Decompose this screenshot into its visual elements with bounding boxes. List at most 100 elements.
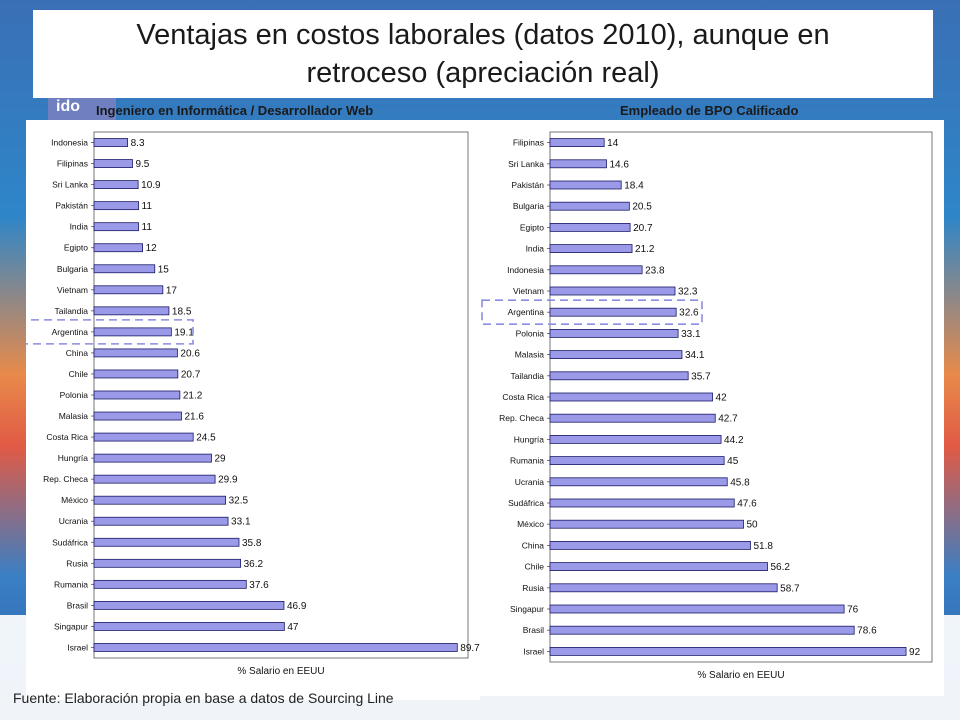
category-label: Egipto	[520, 222, 544, 232]
bar	[93, 600, 285, 610]
value-label: 21.2	[183, 391, 203, 402]
value-label: 29	[214, 454, 226, 465]
category-label: Malasia	[59, 411, 89, 421]
chart2-svg: Filipinas 14 Sri Lanka 14.6 Pakistán 18.4 Bulg…	[481, 131, 933, 681]
value-label: 18.4	[624, 181, 644, 192]
bar	[549, 434, 722, 444]
bar	[549, 286, 676, 296]
bar	[93, 579, 247, 589]
value-label: 32.5	[229, 496, 249, 507]
value-label: 42.7	[718, 414, 738, 425]
value-label: 34.1	[685, 350, 705, 361]
category-label: Egipto	[64, 243, 88, 253]
category-label: Ucrania	[59, 516, 89, 526]
category-label: Tailandia	[510, 371, 544, 381]
category-label: Rusia	[66, 558, 88, 568]
category-label: Bulgaria	[57, 264, 88, 274]
category-label: Sudáfrica	[508, 498, 544, 508]
bar	[93, 369, 179, 379]
value-label: 20.6	[180, 348, 200, 359]
logo: ido	[48, 98, 116, 120]
category-label: Chile	[525, 562, 545, 572]
bar	[93, 495, 227, 505]
value-label: 78.6	[857, 626, 877, 637]
category-label: México	[517, 519, 544, 529]
value-label: 50	[747, 520, 759, 531]
category-label: Brasil	[523, 625, 544, 635]
bar	[93, 537, 240, 547]
bar	[549, 371, 689, 381]
bar	[93, 474, 216, 484]
value-label: 35.7	[691, 371, 711, 382]
value-label: 20.7	[633, 223, 653, 234]
value-label: 45	[727, 456, 739, 467]
category-label: Argentina	[508, 307, 545, 317]
value-label: 23.8	[645, 265, 665, 276]
bar	[549, 647, 907, 656]
bar	[549, 456, 725, 466]
category-label: Israel	[67, 642, 88, 652]
category-label: Sri Lanka	[508, 159, 544, 169]
x-axis-label: % Salario en EEUU	[237, 666, 324, 677]
category-label: India	[526, 244, 545, 254]
value-label: 56.2	[770, 562, 790, 573]
value-label: 9.5	[135, 159, 149, 170]
category-label: Argentina	[52, 327, 89, 337]
category-label: Rusia	[522, 583, 544, 593]
value-label: 42	[716, 393, 728, 404]
bar	[93, 306, 170, 316]
bar	[93, 622, 285, 631]
category-label: Pakistán	[511, 180, 544, 190]
category-label: México	[61, 495, 88, 505]
title-box: Ventajas en costos laborales (datos 2010…	[33, 10, 933, 98]
value-label: 29.9	[218, 475, 238, 486]
bar	[549, 583, 778, 593]
bar	[549, 180, 622, 190]
value-label: 14.6	[610, 159, 630, 170]
chart1-svg: Indonesia 8.3 Filipinas 9.5 Sri Lanka 10.9 Pak…	[17, 131, 480, 677]
value-label: 46.9	[287, 601, 307, 612]
value-label: 44.2	[724, 435, 744, 446]
category-label: Bulgaria	[513, 201, 544, 211]
bar	[549, 265, 643, 275]
bar	[93, 348, 178, 358]
value-label: 21.2	[635, 244, 655, 255]
value-label: 8.3	[131, 138, 145, 149]
category-label: Chile	[69, 369, 89, 379]
value-label: 47.6	[737, 499, 757, 510]
value-label: 20.5	[632, 202, 652, 213]
category-label: Rumania	[54, 579, 88, 589]
value-label: 14	[607, 138, 619, 149]
bar	[93, 411, 182, 421]
value-label: 24.5	[196, 433, 216, 444]
category-label: Costa Rica	[46, 432, 88, 442]
value-label: 32.3	[678, 287, 698, 298]
bar	[93, 222, 139, 232]
value-label: 37.6	[249, 580, 269, 591]
value-label: 36.2	[244, 559, 264, 570]
chart2-panel: Filipinas 14 Sri Lanka 14.6 Pakistán 18.4 Bulg…	[480, 120, 944, 696]
chart1-panel: Indonesia 8.3 Filipinas 9.5 Sri Lanka 10.9 Pak…	[17, 120, 480, 700]
category-label: Hungría	[58, 453, 89, 463]
category-label: Costa Rica	[502, 392, 544, 402]
category-label: Malasia	[515, 350, 545, 360]
bar	[549, 350, 683, 360]
bar	[549, 477, 728, 487]
value-label: 21.6	[184, 412, 204, 423]
bar	[93, 516, 229, 526]
value-label: 58.7	[780, 583, 800, 594]
value-label: 18.5	[172, 306, 192, 317]
value-label: 11	[142, 201, 153, 212]
bar	[549, 413, 716, 423]
value-label: 15	[158, 264, 170, 275]
category-label: India	[70, 222, 89, 232]
category-label: Rep. Checa	[43, 474, 88, 484]
value-label: 45.8	[730, 477, 750, 488]
category-label: Rumania	[510, 456, 544, 466]
category-label: Singapur	[54, 621, 88, 631]
value-label: 35.8	[242, 538, 262, 549]
highlight-box	[481, 299, 703, 325]
bar	[549, 519, 744, 529]
value-label: 92	[909, 647, 921, 658]
category-label: Brasil	[67, 600, 88, 610]
